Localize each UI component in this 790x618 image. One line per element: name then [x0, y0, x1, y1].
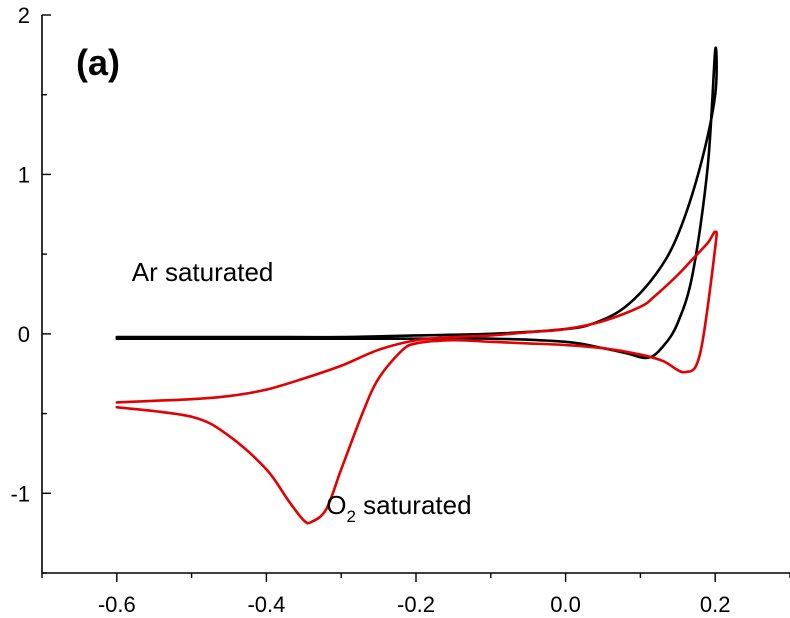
o2-saturated-label: O2 saturated [326, 490, 471, 526]
x-axis-ticks: -0.6 -0.4 -0.2 0.0 0.2 [41, 573, 790, 617]
x-tick-label: 0.2 [700, 592, 731, 617]
x-tick-label: -0.2 [397, 592, 435, 617]
y-tick-label: -1 [10, 481, 30, 506]
y-tick-label: 1 [18, 162, 30, 187]
x-tick-label: -0.6 [98, 592, 136, 617]
o2-label-rest: saturated [356, 490, 472, 520]
o2-saturated-curve [115, 230, 718, 525]
x-tick-label: -0.4 [247, 592, 285, 617]
ar-saturated-label: Ar saturated [132, 257, 274, 287]
y-tick-label: 0 [18, 322, 30, 347]
o2-label-subscript: 2 [346, 507, 355, 526]
plot-curves [115, 46, 718, 525]
ar-saturated-curve [115, 46, 718, 360]
y-tick-label: 2 [18, 3, 30, 28]
panel-label: (a) [76, 42, 120, 83]
o2-label-main: O [326, 490, 346, 520]
x-tick-label: 0.0 [550, 592, 581, 617]
y-axis-ticks: -1 0 1 2 [10, 3, 51, 574]
